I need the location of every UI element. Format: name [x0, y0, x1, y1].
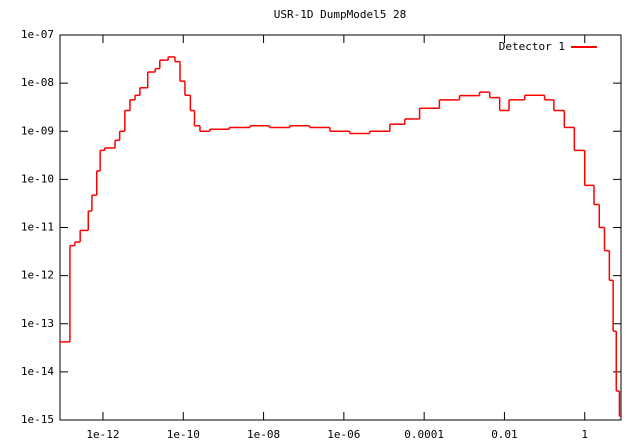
- legend-label: Detector 1: [499, 40, 565, 53]
- x-tick-label: 1: [581, 428, 588, 441]
- y-tick-label: 1e-14: [21, 365, 54, 378]
- chart-title: USR-1D DumpModel5 28: [274, 8, 406, 21]
- y-tick-label: 1e-07: [21, 28, 54, 41]
- y-tick-label: 1e-08: [21, 76, 54, 89]
- y-tick-label: 1e-15: [21, 413, 54, 426]
- x-tick-label: 0.01: [491, 428, 518, 441]
- y-tick-label: 1e-10: [21, 172, 54, 185]
- y-tick-label: 1e-11: [21, 221, 54, 234]
- x-tick-label: 1e-08: [247, 428, 280, 441]
- x-tick-label: 1e-12: [86, 428, 119, 441]
- x-tick-label: 1e-10: [167, 428, 200, 441]
- y-tick-label: 1e-09: [21, 124, 54, 137]
- y-tick-label: 1e-13: [21, 317, 54, 330]
- y-tick-label: 1e-12: [21, 269, 54, 282]
- x-tick-label: 1e-06: [327, 428, 360, 441]
- x-tick-label: 0.0001: [404, 428, 444, 441]
